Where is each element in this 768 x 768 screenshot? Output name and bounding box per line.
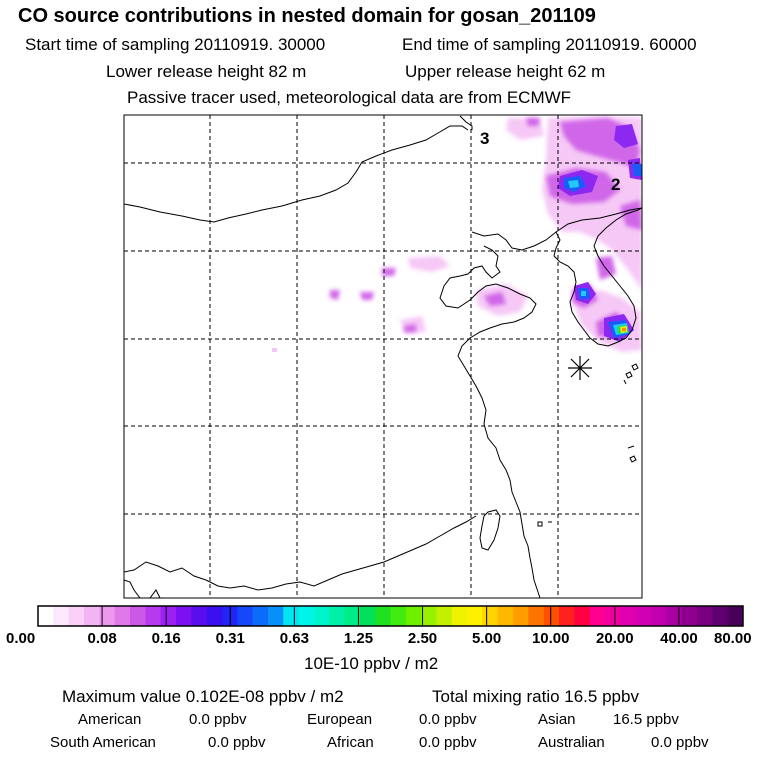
colorbar-swatch xyxy=(451,606,468,626)
colorbar-swatch xyxy=(175,606,192,626)
colorbar-swatch xyxy=(513,606,529,626)
colorbar-swatch xyxy=(252,606,269,626)
american-value: 0.0 ppbv xyxy=(189,711,247,728)
colorbar-swatch xyxy=(129,606,146,626)
south-american-label: South American xyxy=(50,734,156,751)
start-time-label: Start time of sampling 20110919. 30000 xyxy=(25,35,326,54)
colorbar-swatch xyxy=(83,606,100,626)
max-value-label: Maximum value 0.102E-08 ppbv / m2 xyxy=(62,687,344,706)
receptor-marker xyxy=(568,356,592,380)
colorbar-swatch xyxy=(114,606,131,626)
colorbar-swatch xyxy=(712,606,729,626)
australian-label: Australian xyxy=(538,734,605,751)
colorbar-swatch xyxy=(574,606,591,626)
contour-label-3: 3 xyxy=(480,129,489,148)
colorbar-tick-label: 20.00 xyxy=(596,630,634,647)
african-label: African xyxy=(327,734,374,751)
colorbar-tick-label: 0.63 xyxy=(279,630,309,647)
asian-value: 16.5 ppbv xyxy=(613,711,679,728)
colorbar-swatch xyxy=(666,606,683,626)
colorbar-swatch xyxy=(421,606,437,626)
colorbar-swatch xyxy=(329,606,345,626)
colorbar-tick-label: 1.25 xyxy=(343,630,374,647)
australian-value: 0.0 ppbv xyxy=(651,734,709,751)
map-frame xyxy=(123,114,643,599)
colorbar-swatch xyxy=(436,606,453,626)
colorbar-unit-label: 10E-10 ppbv / m2 xyxy=(304,654,439,673)
map-panel xyxy=(124,115,642,598)
colorbar-tick-label: 0.08 xyxy=(87,630,117,647)
colorbar-swatch xyxy=(390,606,407,626)
colorbar-tick-label: 5.00 xyxy=(472,630,502,647)
tracer-note: Passive tracer used, meteorological data… xyxy=(127,88,572,107)
colorbar-swatch xyxy=(68,606,85,626)
colorbar-swatch xyxy=(605,606,621,626)
colorbar-tick-label: 80.00 xyxy=(714,630,752,647)
colorbar-swatch xyxy=(681,606,698,626)
colorbar-swatch xyxy=(267,606,284,626)
colorbar-swatch xyxy=(589,606,606,626)
colorbar-swatch xyxy=(298,606,315,626)
colorbar-tick-label: 0.00 xyxy=(6,630,36,647)
colorbar-swatch xyxy=(482,606,499,626)
colorbar-swatch xyxy=(53,606,70,626)
coastline xyxy=(124,115,642,598)
total-mixing-ratio-label: Total mixing ratio 16.5 ppbv xyxy=(432,687,639,706)
colorbar-swatch xyxy=(620,606,637,626)
contour-label-2: 2 xyxy=(611,175,620,194)
concentration-field xyxy=(272,116,642,352)
colorbar-swatch xyxy=(359,606,376,626)
graticule xyxy=(124,115,642,598)
colorbar-swatch xyxy=(375,606,391,626)
colorbar-swatch xyxy=(497,606,514,626)
colorbar-tick-label: 10.00 xyxy=(531,630,570,647)
colorbar-swatch xyxy=(405,606,422,626)
colorbar-swatch xyxy=(651,606,667,626)
colorbar-swatch xyxy=(313,606,330,626)
colorbar-swatch xyxy=(697,606,713,626)
upper-release-label: Upper release height 62 m xyxy=(405,62,606,81)
end-time-label: End time of sampling 20110919. 60000 xyxy=(402,35,697,54)
lower-release-label: Lower release height 82 m xyxy=(106,62,307,81)
colorbar-swatch xyxy=(206,606,223,626)
colorbar xyxy=(37,605,744,627)
plot-title: CO source contributions in nested domain… xyxy=(18,5,596,27)
south-american-value: 0.0 ppbv xyxy=(208,734,266,751)
colorbar-swatch xyxy=(559,606,575,626)
african-value: 0.0 ppbv xyxy=(419,734,477,751)
colorbar-tick-label: 0.16 xyxy=(151,630,181,647)
american-label: American xyxy=(78,711,142,728)
colorbar-swatch xyxy=(727,606,744,626)
asian-label: Asian xyxy=(538,711,576,728)
colorbar-swatch xyxy=(145,606,162,626)
colorbar-swatch xyxy=(237,606,253,626)
colorbar-swatch xyxy=(191,606,207,626)
colorbar-swatch xyxy=(635,606,652,626)
colorbar-swatch xyxy=(467,606,483,626)
colorbar-swatch xyxy=(99,606,116,626)
colorbar-swatch xyxy=(528,606,545,626)
colorbar-swatch xyxy=(283,606,299,626)
european-value: 0.0 ppbv xyxy=(419,711,477,728)
colorbar-tick-label: 40.00 xyxy=(660,630,698,647)
colorbar-tick-label: 0.31 xyxy=(215,630,245,647)
colorbar-tick-label: 2.50 xyxy=(407,630,438,647)
colorbar-swatch xyxy=(38,606,54,626)
european-label: European xyxy=(307,711,373,728)
colorbar-swatch xyxy=(543,606,560,626)
colorbar-swatch xyxy=(160,606,177,626)
colorbar-swatch xyxy=(344,606,361,626)
colorbar-frame xyxy=(37,605,744,627)
